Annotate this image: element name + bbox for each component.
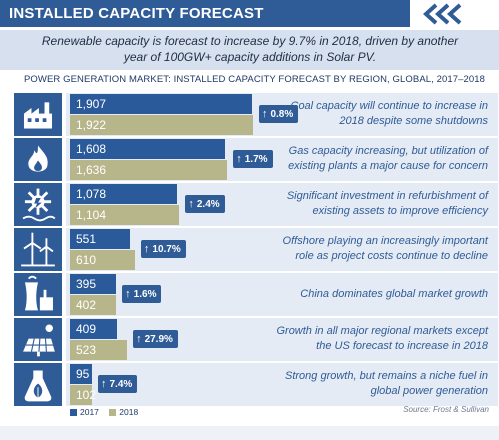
chart-legend: 2017 2018 [70,407,146,417]
growth-badge: ↑ 7.4% [98,375,138,393]
row-comment: Significant investment in refurbishment … [286,190,488,217]
intro-banner: Renewable capacity is forecast to increa… [0,30,499,70]
growth-value: 0.8% [270,109,294,120]
bar-2018: 1,636 [70,160,228,180]
bar-2018: 523 [70,340,128,360]
chart-row-bioenergy: 95 102 ↑ 7.4% Strong growth, but remains a n… [0,363,499,406]
bar-2017: 551 [70,229,130,249]
growth-value: 1.7% [244,154,268,165]
row-background [66,228,498,271]
arrow-up-icon: ↑ [136,333,142,345]
bar-2017: 1,608 [70,139,225,159]
bar-2017: 395 [70,274,116,294]
growth-value: 27.9% [144,334,173,345]
bar-2018: 1,104 [70,205,180,225]
growth-badge: ↑ 27.9% [133,330,178,348]
growth-badge: ↑ 0.8% [258,105,299,123]
factory-icon [14,93,62,136]
chart-row-solar: 409 523 ↑ 27.9% Growth in all major regional… [0,318,499,361]
header-banner: INSTALLED CAPACITY FORECAST [0,0,410,27]
chart-row-wind: 551 610 ↑ 10.7% Offshore playing an increasi… [0,228,499,271]
arrow-up-icon: ↑ [236,153,242,165]
chevron-left-icon [423,3,462,25]
growth-badge: ↑ 1.7% [233,150,273,168]
growth-badge: ↑ 1.6% [122,285,162,303]
growth-value: 10.7% [152,244,181,255]
growth-badge: ↑ 10.7% [140,240,186,258]
bar-2018: 610 [70,250,135,270]
growth-value: 2.4% [196,199,220,210]
legend-item-2018: 2018 [109,407,138,417]
bar-2018: 1,922 [70,115,253,135]
growth-value: 1.6% [133,289,157,300]
page-title: INSTALLED CAPACITY FORECAST [9,5,264,22]
row-comment: Offshore playing an increasingly importa… [282,235,488,262]
bar-2017: 1,078 [70,184,178,204]
chart-title: POWER GENERATION MARKET: INSTALLED CAPAC… [24,74,486,85]
flame-icon [14,138,62,181]
water-turbine-icon [14,183,62,226]
arrow-up-icon: ↑ [143,243,150,255]
row-comment: Coal capacity will continue to increase … [290,100,489,127]
legend-item-2017: 2017 [70,407,99,417]
chart-row-gas: 1,608 1,636 ↑ 1.7% Gas capacity increasing, … [0,138,499,181]
bar-2017: 95 [70,364,92,384]
intro-text: Renewable capacity is forecast to increa… [41,34,459,64]
arrow-up-icon: ↑ [125,288,131,300]
bioenergy-flask-icon [14,363,62,406]
nuclear-plant-icon [14,273,62,316]
bar-2017: 1,907 [70,94,252,114]
row-comment: Strong growth, but remains a niche fuel … [284,370,488,397]
arrow-up-icon: ↑ [101,378,107,390]
growth-badge: ↑ 2.4% [185,195,225,213]
chart-row-coal: 1,907 1,922 ↑ 0.8% Coal capacity will contin… [0,93,499,136]
row-comment: Gas capacity increasing, but utilization… [288,145,488,172]
bar-2017: 409 [70,319,117,339]
bar-2018: 402 [70,295,117,315]
arrow-up-icon: ↑ [188,198,194,210]
arrow-up-icon: ↑ [261,108,268,120]
chart-row-nuclear: 395 402 ↑ 1.6% China dominates global market… [0,273,499,316]
chart-row-hydro: 1,078 1,104 ↑ 2.4% Significant investment in… [0,183,499,226]
row-comment: Growth in all major regional markets exc… [276,325,488,352]
solar-panel-icon [14,318,62,361]
row-comment: China dominates global market growth [300,288,488,300]
wind-turbine-icon [14,228,62,271]
row-background [66,363,498,406]
source-note: Source: Frost & Sullivan [403,405,489,414]
infographic-card: INSTALLED CAPACITY FORECAST Renewable ca… [0,0,499,426]
growth-value: 7.4% [109,379,133,390]
bar-2018: 102 [70,385,96,405]
